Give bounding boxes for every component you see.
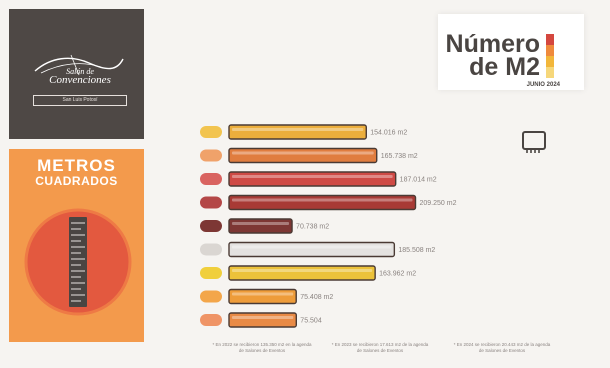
- bar-chip-6: [200, 243, 222, 256]
- bar-shine-1: [232, 128, 364, 131]
- bar-4: [228, 194, 417, 211]
- bar-6: [228, 241, 396, 258]
- bar-value-label-2: 165.738 m2: [381, 153, 418, 160]
- metros-panel: METROS CUADRADOS: [9, 149, 144, 342]
- bar-1: [228, 124, 367, 140]
- bar-value-label-5: 70.738 m2: [296, 224, 329, 231]
- bar-chip-5: [200, 220, 222, 232]
- bar-chip-4: [200, 196, 222, 209]
- footnote-2024: * En 2024 se recibieron 20.443 m2 de la …: [453, 342, 551, 353]
- bar-value-label-4: 209.250 m2: [420, 200, 457, 207]
- bar-value-label-6: 185.508 m2: [398, 247, 435, 254]
- title-subtitle: JUNIO 2024: [526, 82, 560, 88]
- bar-shine-7: [232, 269, 373, 272]
- bar-chip-8: [200, 290, 222, 303]
- bar-3: [228, 171, 397, 187]
- bar-9: [228, 312, 297, 328]
- bar-7: [228, 265, 376, 281]
- footnote-2022: * En 2022 se recibieron 135.350 m2 en la…: [212, 342, 312, 353]
- headline-metros: METROS: [37, 156, 116, 175]
- bar-value-label-8: 75.408 m2: [300, 294, 333, 301]
- bar-value-label-3: 187.014 m2: [400, 177, 437, 184]
- logo-subtitle: San Luis Potosí: [33, 95, 127, 106]
- logo-small-top: Salón de: [66, 67, 94, 76]
- logo-wordmark: Salón de Convenciones: [35, 67, 125, 86]
- bar-shine-4: [232, 198, 413, 202]
- bar-value-label-1: 154.016 m2: [370, 130, 407, 137]
- bar-chip-2: [200, 149, 222, 162]
- bar-5: [228, 218, 293, 234]
- logo-name: Convenciones: [49, 74, 111, 86]
- bar-8: [228, 288, 297, 305]
- logo-panel: Salón de Convenciones San Luis Potosí: [9, 9, 144, 139]
- bar-shine-6: [232, 245, 392, 249]
- bar-shine-8: [232, 292, 294, 296]
- bar-chip-7: [200, 267, 222, 279]
- ruler-icon: [24, 208, 132, 316]
- title-card: Número de M2 JUNIO 2024: [438, 14, 584, 90]
- left-panel: Salón de Convenciones San Luis Potosí ME…: [9, 9, 144, 342]
- bar-chip-9: [200, 314, 222, 326]
- bar-shine-9: [232, 316, 294, 319]
- bar-chip-3: [200, 173, 222, 185]
- bar-value-label-7: 163.962 m2: [379, 271, 416, 278]
- title-line-2: de M2: [469, 53, 540, 81]
- bar-2: [228, 147, 378, 164]
- monitor-icon: [522, 131, 546, 153]
- headline-cuadrados: CUADRADOS: [35, 174, 118, 188]
- bar-shine-2: [232, 151, 374, 155]
- logo-swirl-icon: [34, 54, 124, 76]
- bar-shine-5: [232, 222, 290, 225]
- footnote-2023: * En 2023 se recibieron 17.613 m2 de la …: [331, 342, 429, 353]
- bar-value-label-9: 75.504: [300, 318, 322, 325]
- metros-heading: METROS CUADRADOS: [9, 156, 144, 188]
- title-accent-bar: [546, 34, 554, 78]
- bar-chip-1: [200, 126, 222, 138]
- title-line-1: Número: [445, 30, 540, 58]
- bar-shine-3: [232, 175, 393, 178]
